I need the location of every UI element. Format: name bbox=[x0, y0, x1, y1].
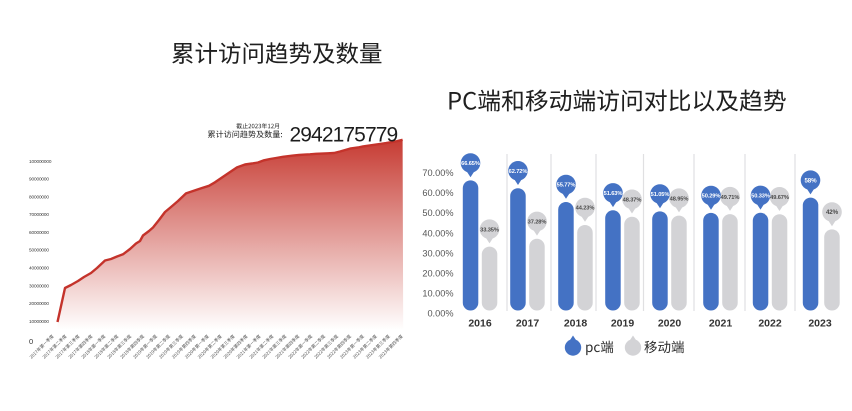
svg-text:70000000: 70000000 bbox=[29, 212, 49, 217]
svg-text:2017: 2017 bbox=[516, 318, 540, 330]
svg-text:2019: 2019 bbox=[611, 318, 635, 330]
svg-text:48.37%: 48.37% bbox=[623, 197, 642, 203]
svg-text:40000000: 40000000 bbox=[29, 266, 49, 271]
svg-text:90000000: 90000000 bbox=[29, 177, 49, 182]
svg-text:51.63%: 51.63% bbox=[604, 191, 623, 197]
svg-text:100000000: 100000000 bbox=[29, 159, 52, 164]
svg-text:50000000: 50000000 bbox=[29, 248, 49, 253]
svg-text:49.71%: 49.71% bbox=[721, 195, 740, 201]
svg-text:58%: 58% bbox=[804, 177, 817, 184]
svg-text:10000000: 10000000 bbox=[29, 319, 49, 324]
svg-text:44.23%: 44.23% bbox=[576, 206, 595, 212]
svg-text:30000000: 30000000 bbox=[29, 283, 49, 288]
svg-text:2022: 2022 bbox=[758, 318, 782, 330]
svg-text:48.95%: 48.95% bbox=[670, 196, 689, 202]
svg-text:50.33%: 50.33% bbox=[751, 194, 770, 200]
svg-text:2021: 2021 bbox=[709, 318, 733, 330]
svg-text:2942175779: 2942175779 bbox=[290, 124, 398, 147]
svg-text:40.00%: 40.00% bbox=[422, 228, 453, 238]
svg-text:20000000: 20000000 bbox=[29, 301, 49, 306]
svg-text:60000000: 60000000 bbox=[29, 230, 49, 235]
svg-text:66.65%: 66.65% bbox=[461, 161, 480, 167]
svg-text:33.35%: 33.35% bbox=[480, 227, 499, 233]
svg-text:2016: 2016 bbox=[468, 318, 492, 330]
svg-text:2020: 2020 bbox=[658, 318, 682, 330]
svg-text:55.77%: 55.77% bbox=[557, 183, 576, 189]
svg-text:42%: 42% bbox=[826, 209, 839, 216]
svg-text:50.00%: 50.00% bbox=[422, 208, 453, 218]
svg-text:10.00%: 10.00% bbox=[422, 288, 453, 298]
svg-text:2023: 2023 bbox=[808, 318, 832, 330]
svg-text:50.29%: 50.29% bbox=[702, 194, 721, 200]
svg-text:0: 0 bbox=[29, 337, 33, 346]
svg-text:37.28%: 37.28% bbox=[528, 220, 547, 226]
svg-text:70.00%: 70.00% bbox=[422, 168, 453, 178]
svg-text:80000000: 80000000 bbox=[29, 194, 49, 199]
svg-text:60.00%: 60.00% bbox=[422, 188, 453, 198]
svg-text:2018: 2018 bbox=[564, 318, 588, 330]
svg-text:0.00%: 0.00% bbox=[427, 309, 453, 319]
svg-text:51.05%: 51.05% bbox=[651, 192, 670, 198]
svg-text:49.67%: 49.67% bbox=[770, 195, 789, 201]
svg-text:62.72%: 62.72% bbox=[509, 169, 528, 175]
svg-text:20.00%: 20.00% bbox=[422, 268, 453, 278]
svg-text:30.00%: 30.00% bbox=[422, 248, 453, 258]
